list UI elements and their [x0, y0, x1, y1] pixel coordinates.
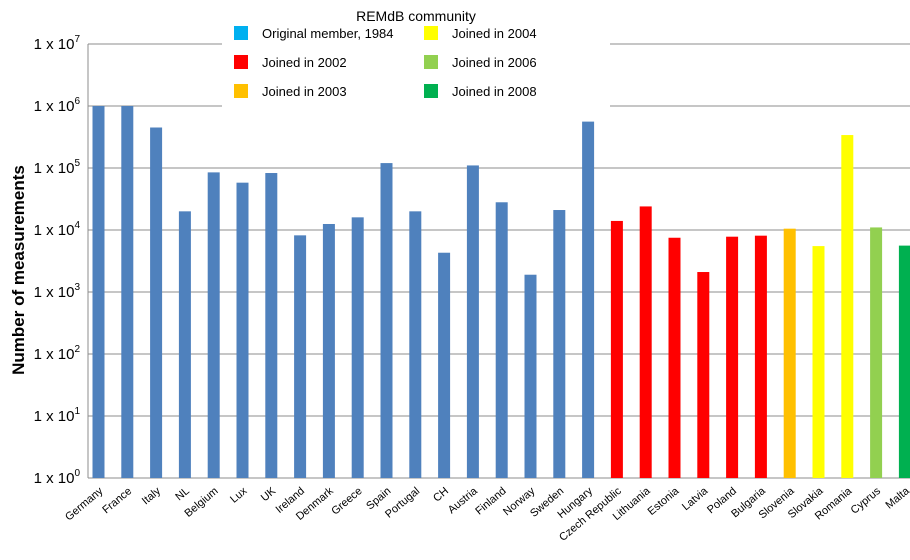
chart-title: REMdB community [356, 8, 476, 24]
bar-italy [150, 127, 163, 478]
x-tick-label: Italy [140, 485, 164, 507]
bars [92, 106, 910, 479]
bar-czech-republic [610, 220, 623, 478]
legend-swatch [424, 84, 438, 98]
x-tick-label: Germany [63, 485, 106, 524]
bar-ireland [294, 235, 307, 478]
legend-label: Joined in 2006 [452, 54, 537, 70]
bar-slovakia [812, 246, 825, 478]
bar-belgium [207, 172, 220, 478]
legend-swatch [234, 55, 248, 69]
legend-swatch [234, 84, 248, 98]
legend-item: Joined in 2004 [424, 24, 537, 42]
bar-uk [265, 173, 278, 478]
bar-poland [726, 236, 739, 478]
y-tick-label: 1 x 105 [34, 158, 81, 177]
bar-malta [898, 245, 910, 478]
legend-label: Joined in 2003 [262, 83, 347, 99]
bar-latvia [697, 272, 710, 478]
legend-label: Joined in 2002 [262, 54, 347, 70]
bar-estonia [668, 237, 681, 478]
x-tick-label: Lux [228, 485, 250, 506]
y-tick-label: 1 x 107 [34, 34, 81, 53]
x-tick-label: UK [259, 485, 279, 504]
x-tick-label: CH [431, 485, 451, 504]
bar-nl [178, 211, 191, 479]
legend-swatch [424, 26, 438, 40]
bar-lux [236, 182, 249, 478]
legend-item: Joined in 2002 [234, 53, 347, 71]
bar-sweden [553, 210, 566, 478]
y-tick-labels: 1 x 100 1 x 101 1 x 102 1 x 103 1 x 104 1 x 1… [34, 34, 81, 487]
bar-cyprus [870, 227, 883, 478]
legend-swatch [424, 55, 438, 69]
bar-portugal [409, 211, 422, 479]
bar-greece [351, 217, 364, 479]
x-tick-label: France [100, 485, 134, 516]
y-tick-label: 1 x 104 [34, 220, 81, 239]
bar-slovenia [783, 228, 796, 478]
legend-swatch [234, 26, 248, 40]
bar-ch [438, 252, 451, 478]
legend-item: Joined in 2006 [424, 53, 537, 71]
legend: REMdB community Original member, 1984 Joi… [222, 4, 610, 108]
bar-austria [466, 165, 479, 478]
bar-lithuania [639, 206, 652, 478]
x-tick-label: Cyprus [849, 485, 884, 517]
bar-france [121, 106, 134, 478]
legend-label: Joined in 2008 [452, 83, 537, 99]
x-tick-label: Greece [329, 485, 364, 517]
x-tick-label: Estonia [646, 485, 682, 518]
y-tick-label: 1 x 106 [34, 96, 81, 115]
bar-spain [380, 163, 393, 478]
legend-label: Original member, 1984 [262, 25, 394, 41]
bar-denmark [322, 223, 335, 478]
y-tick-label: 1 x 102 [34, 344, 81, 363]
y-tick-label: 1 x 103 [34, 282, 81, 301]
bar-norway [524, 274, 537, 478]
bar-hungary [582, 121, 595, 479]
y-tick-label: 1 x 100 [34, 468, 81, 487]
y-tick-label: 1 x 101 [34, 406, 81, 425]
legend-item: Joined in 2008 [424, 82, 537, 100]
x-tick-label: Malta [884, 485, 910, 512]
y-axis-label: Number of measurements [9, 165, 28, 375]
x-tick-label: NL [173, 485, 191, 503]
bar-bulgaria [754, 235, 767, 478]
bar-finland [495, 202, 508, 479]
bar-germany [92, 106, 105, 478]
bar-romania [841, 135, 854, 478]
legend-label: Joined in 2004 [452, 25, 537, 41]
legend-item: Original member, 1984 [234, 24, 394, 42]
legend-item: Joined in 2003 [234, 82, 347, 100]
